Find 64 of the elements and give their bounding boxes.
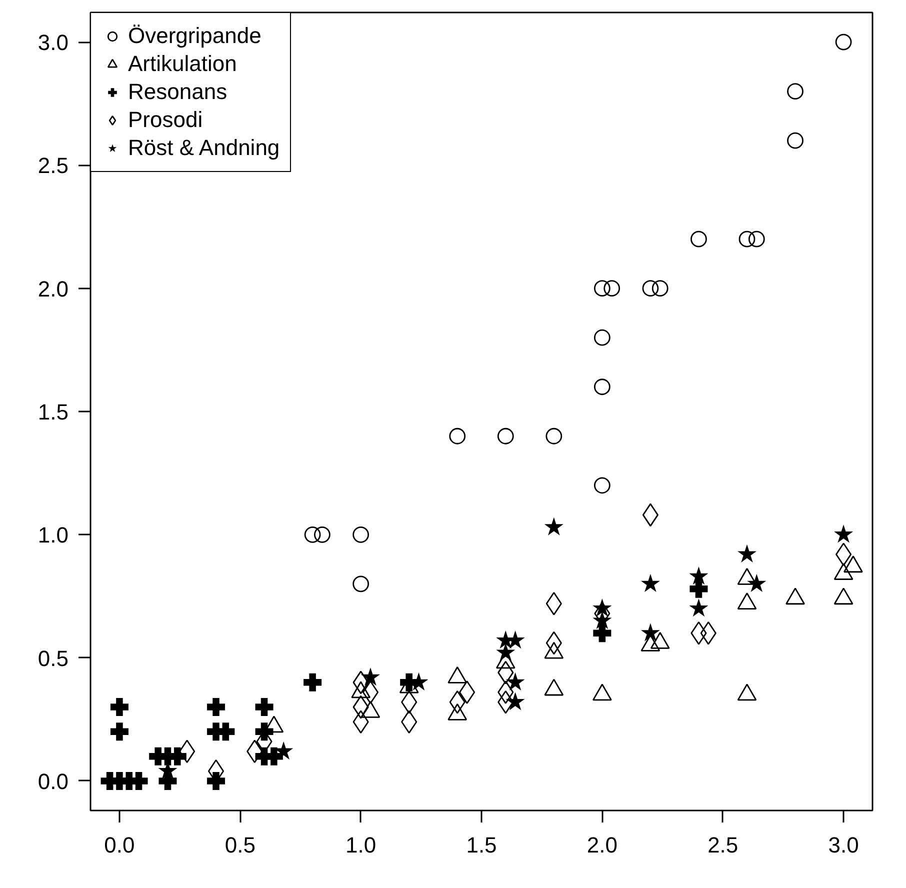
- point: [110, 698, 128, 716]
- y-tick-label: 0.0: [38, 768, 69, 794]
- point: [652, 280, 668, 297]
- y-tick-label: 1.0: [38, 522, 69, 548]
- x-tick-label: 0.0: [104, 832, 135, 858]
- point: [497, 428, 514, 444]
- y-tick-label: 0.5: [38, 646, 69, 671]
- point: [834, 524, 854, 543]
- y-tick-label: 2.0: [38, 276, 69, 302]
- point: [593, 624, 612, 642]
- point: [689, 598, 708, 617]
- point: [546, 428, 562, 444]
- point: [362, 680, 379, 704]
- y-tick-label: 3.0: [38, 30, 69, 56]
- legend-label: Övergripande: [128, 23, 262, 49]
- point: [835, 34, 852, 50]
- point: [449, 428, 466, 444]
- point: [747, 574, 766, 592]
- point: [594, 280, 610, 297]
- point: [207, 698, 226, 716]
- point: [314, 526, 330, 543]
- point: [352, 576, 370, 592]
- point: [690, 230, 707, 248]
- x-tick-label: 3.0: [828, 832, 859, 858]
- point: [352, 526, 370, 543]
- point: [787, 83, 804, 100]
- x-tick-label: 0.5: [224, 832, 256, 858]
- x-tick-label: 2.0: [586, 832, 618, 858]
- point: [604, 280, 620, 297]
- point: [110, 722, 128, 741]
- point: [255, 698, 274, 716]
- x-tick-label: 2.5: [708, 832, 738, 858]
- point: [506, 692, 525, 710]
- point: [642, 280, 659, 297]
- point: [506, 672, 525, 691]
- point: [496, 642, 516, 661]
- point: [458, 680, 476, 704]
- x-tick-label: 1.0: [346, 832, 376, 858]
- point: [304, 526, 321, 543]
- point: [207, 772, 226, 790]
- legend-label: Resonans: [128, 79, 228, 105]
- point: [360, 668, 380, 686]
- legend-label: Artikulation: [128, 51, 237, 77]
- point: [690, 580, 708, 598]
- point: [737, 544, 757, 562]
- point: [689, 566, 708, 585]
- point: [594, 329, 610, 346]
- y-tick-label: 2.5: [38, 153, 69, 178]
- x-tick-label: 1.5: [466, 832, 497, 858]
- point: [594, 477, 610, 494]
- point: [738, 230, 756, 248]
- y-tick-label: 1.5: [38, 400, 69, 424]
- point: [304, 673, 322, 692]
- point: [592, 610, 612, 629]
- legend-label: Prosodi: [128, 107, 203, 133]
- point: [594, 378, 610, 396]
- point: [640, 623, 660, 642]
- point: [498, 680, 514, 704]
- point: [748, 230, 765, 248]
- legend-label: Röst & Andning: [128, 135, 280, 161]
- point: [787, 132, 804, 149]
- point: [640, 574, 660, 592]
- point: [544, 517, 564, 536]
- point: [592, 598, 612, 617]
